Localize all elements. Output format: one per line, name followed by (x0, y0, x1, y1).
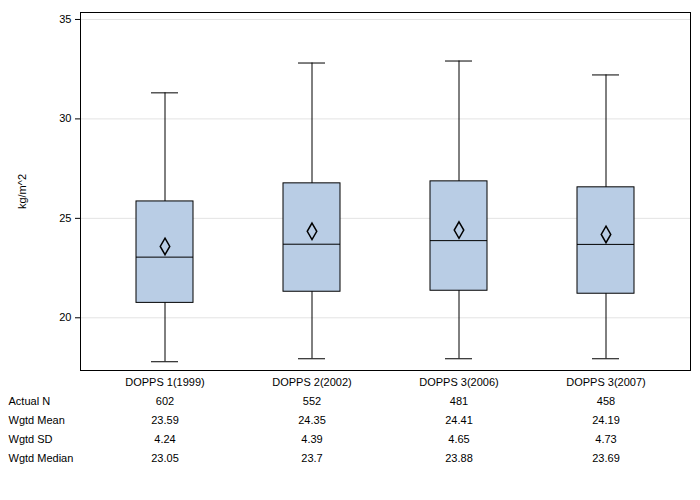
svg-text:4.65: 4.65 (448, 433, 469, 445)
svg-text:DOPPS 1(1999): DOPPS 1(1999) (125, 376, 204, 388)
svg-text:DOPPS 3(2006): DOPPS 3(2006) (419, 376, 498, 388)
svg-text:481: 481 (450, 395, 468, 407)
svg-text:23.69: 23.69 (592, 452, 620, 464)
svg-text:Actual N: Actual N (9, 395, 51, 407)
svg-text:Wgtd SD: Wgtd SD (9, 433, 53, 445)
svg-text:552: 552 (303, 395, 321, 407)
svg-text:23.59: 23.59 (151, 414, 179, 426)
svg-text:23.88: 23.88 (445, 452, 473, 464)
svg-text:Wgtd Mean: Wgtd Mean (9, 414, 65, 426)
svg-text:DOPPS 2(2002): DOPPS 2(2002) (272, 376, 351, 388)
svg-text:Wgtd Median: Wgtd Median (9, 452, 74, 464)
svg-text:602: 602 (156, 395, 174, 407)
svg-text:4.39: 4.39 (301, 433, 322, 445)
svg-text:24.35: 24.35 (298, 414, 326, 426)
svg-text:24.41: 24.41 (445, 414, 473, 426)
svg-text:4.73: 4.73 (595, 433, 616, 445)
svg-text:kg/m^2: kg/m^2 (16, 174, 28, 209)
svg-text:DOPPS 3(2007): DOPPS 3(2007) (566, 376, 645, 388)
svg-text:23.7: 23.7 (301, 452, 322, 464)
svg-text:24.19: 24.19 (592, 414, 620, 426)
svg-text:23.05: 23.05 (151, 452, 179, 464)
svg-text:20: 20 (59, 311, 71, 323)
svg-text:25: 25 (59, 212, 71, 224)
svg-text:35: 35 (59, 13, 71, 25)
svg-text:458: 458 (597, 395, 615, 407)
svg-text:30: 30 (59, 112, 71, 124)
svg-text:4.24: 4.24 (154, 433, 175, 445)
